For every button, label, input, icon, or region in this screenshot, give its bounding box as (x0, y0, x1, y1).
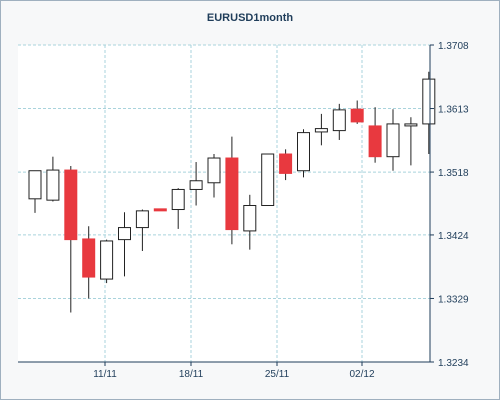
candle (261, 153, 275, 207)
y-tick-label: 1.3234 (438, 358, 469, 369)
candle (314, 113, 328, 146)
candle-body-up (28, 170, 42, 200)
y-tick-label: 1.3329 (438, 294, 469, 305)
candle (386, 109, 400, 171)
candle (100, 239, 114, 284)
candle-body-up (207, 157, 221, 184)
candle-body-up (46, 169, 60, 201)
plot-area (18, 45, 430, 362)
y-tick-label: 1.3518 (438, 168, 469, 179)
candle (422, 71, 436, 155)
axes (18, 44, 434, 366)
candle (64, 166, 78, 313)
candle-body-up (171, 188, 185, 211)
candles (28, 71, 436, 313)
candle-body-up (422, 78, 436, 125)
y-tick-label: 1.3613 (438, 105, 469, 116)
x-tick-label: 11/11 (93, 369, 117, 380)
candle-body-down (350, 108, 364, 123)
candle (350, 100, 364, 124)
candle (82, 226, 96, 299)
candle-body-down (64, 169, 78, 241)
candle-body-down (368, 125, 382, 158)
candle-body-up (261, 153, 275, 207)
candle-body-up (386, 123, 400, 158)
candle (28, 170, 42, 213)
candle (279, 149, 293, 181)
candle (368, 107, 382, 163)
chart-title: EURUSD1month (206, 12, 294, 24)
candle (404, 117, 418, 166)
candle-body-down (153, 208, 167, 212)
x-tick-label: 25/11 (265, 369, 290, 380)
x-tick-label: 18/11 (179, 369, 204, 380)
y-tick-label: 1.3424 (438, 231, 469, 242)
x-tick-label: 02/12 (349, 369, 374, 380)
tick-labels: 1.3708 1.3613 1.3518 1.3424 1.3329 1.3234 11/1… (93, 41, 469, 380)
candle-body-up (135, 210, 149, 229)
candle (207, 154, 221, 198)
candle (332, 103, 346, 140)
plot-background (18, 45, 430, 362)
candle (171, 188, 185, 229)
candle-body-up (243, 205, 257, 232)
candle-body-up (118, 227, 131, 241)
candle (225, 136, 239, 245)
candle (153, 208, 167, 212)
candle-body-down (82, 238, 96, 278)
candle (118, 212, 131, 277)
candle-body-up (189, 180, 203, 190)
candle-body-up (314, 128, 328, 133)
candle-body-down (225, 157, 239, 231)
candle-body-down (279, 153, 293, 174)
candle (243, 194, 257, 250)
y-tick-label: 1.3708 (438, 41, 469, 52)
candle-body-up (100, 240, 114, 280)
candle (135, 209, 149, 251)
candle (297, 129, 310, 178)
candle (46, 156, 60, 202)
candle (189, 162, 203, 206)
candle-body-up (332, 109, 346, 132)
candle-body-up (297, 132, 310, 172)
candle-body-up (404, 123, 418, 127)
